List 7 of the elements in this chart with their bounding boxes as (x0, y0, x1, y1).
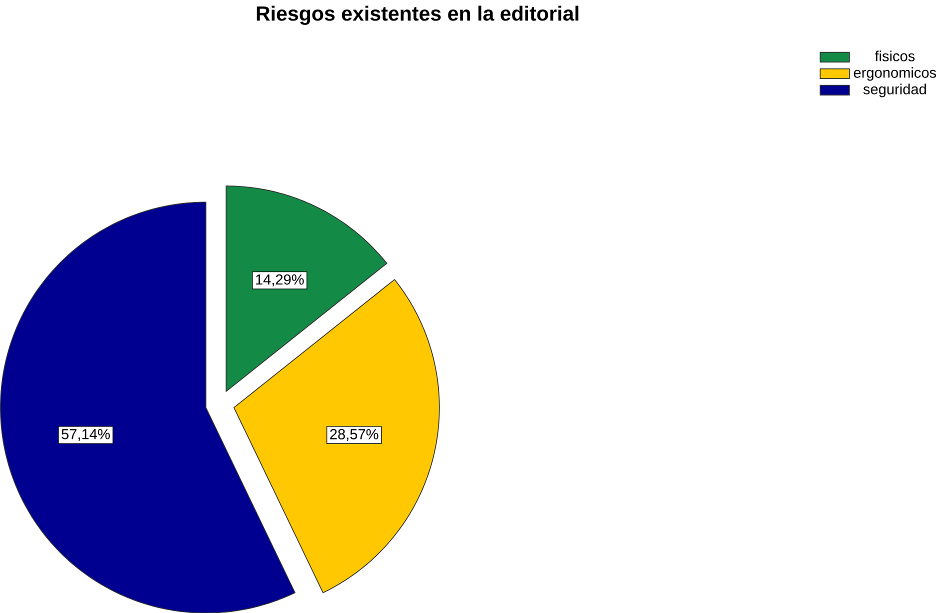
legend-label: ergonomicos (854, 66, 936, 80)
data-label: 14,29% (256, 274, 304, 286)
legend-label: fisicos (874, 50, 915, 62)
chart-title: Riesgos existentes en la editorial (256, 5, 578, 25)
legend-label: seguridad (863, 83, 926, 98)
data-label: 28,57% (330, 428, 378, 441)
data-label: 57,14% (62, 428, 110, 441)
